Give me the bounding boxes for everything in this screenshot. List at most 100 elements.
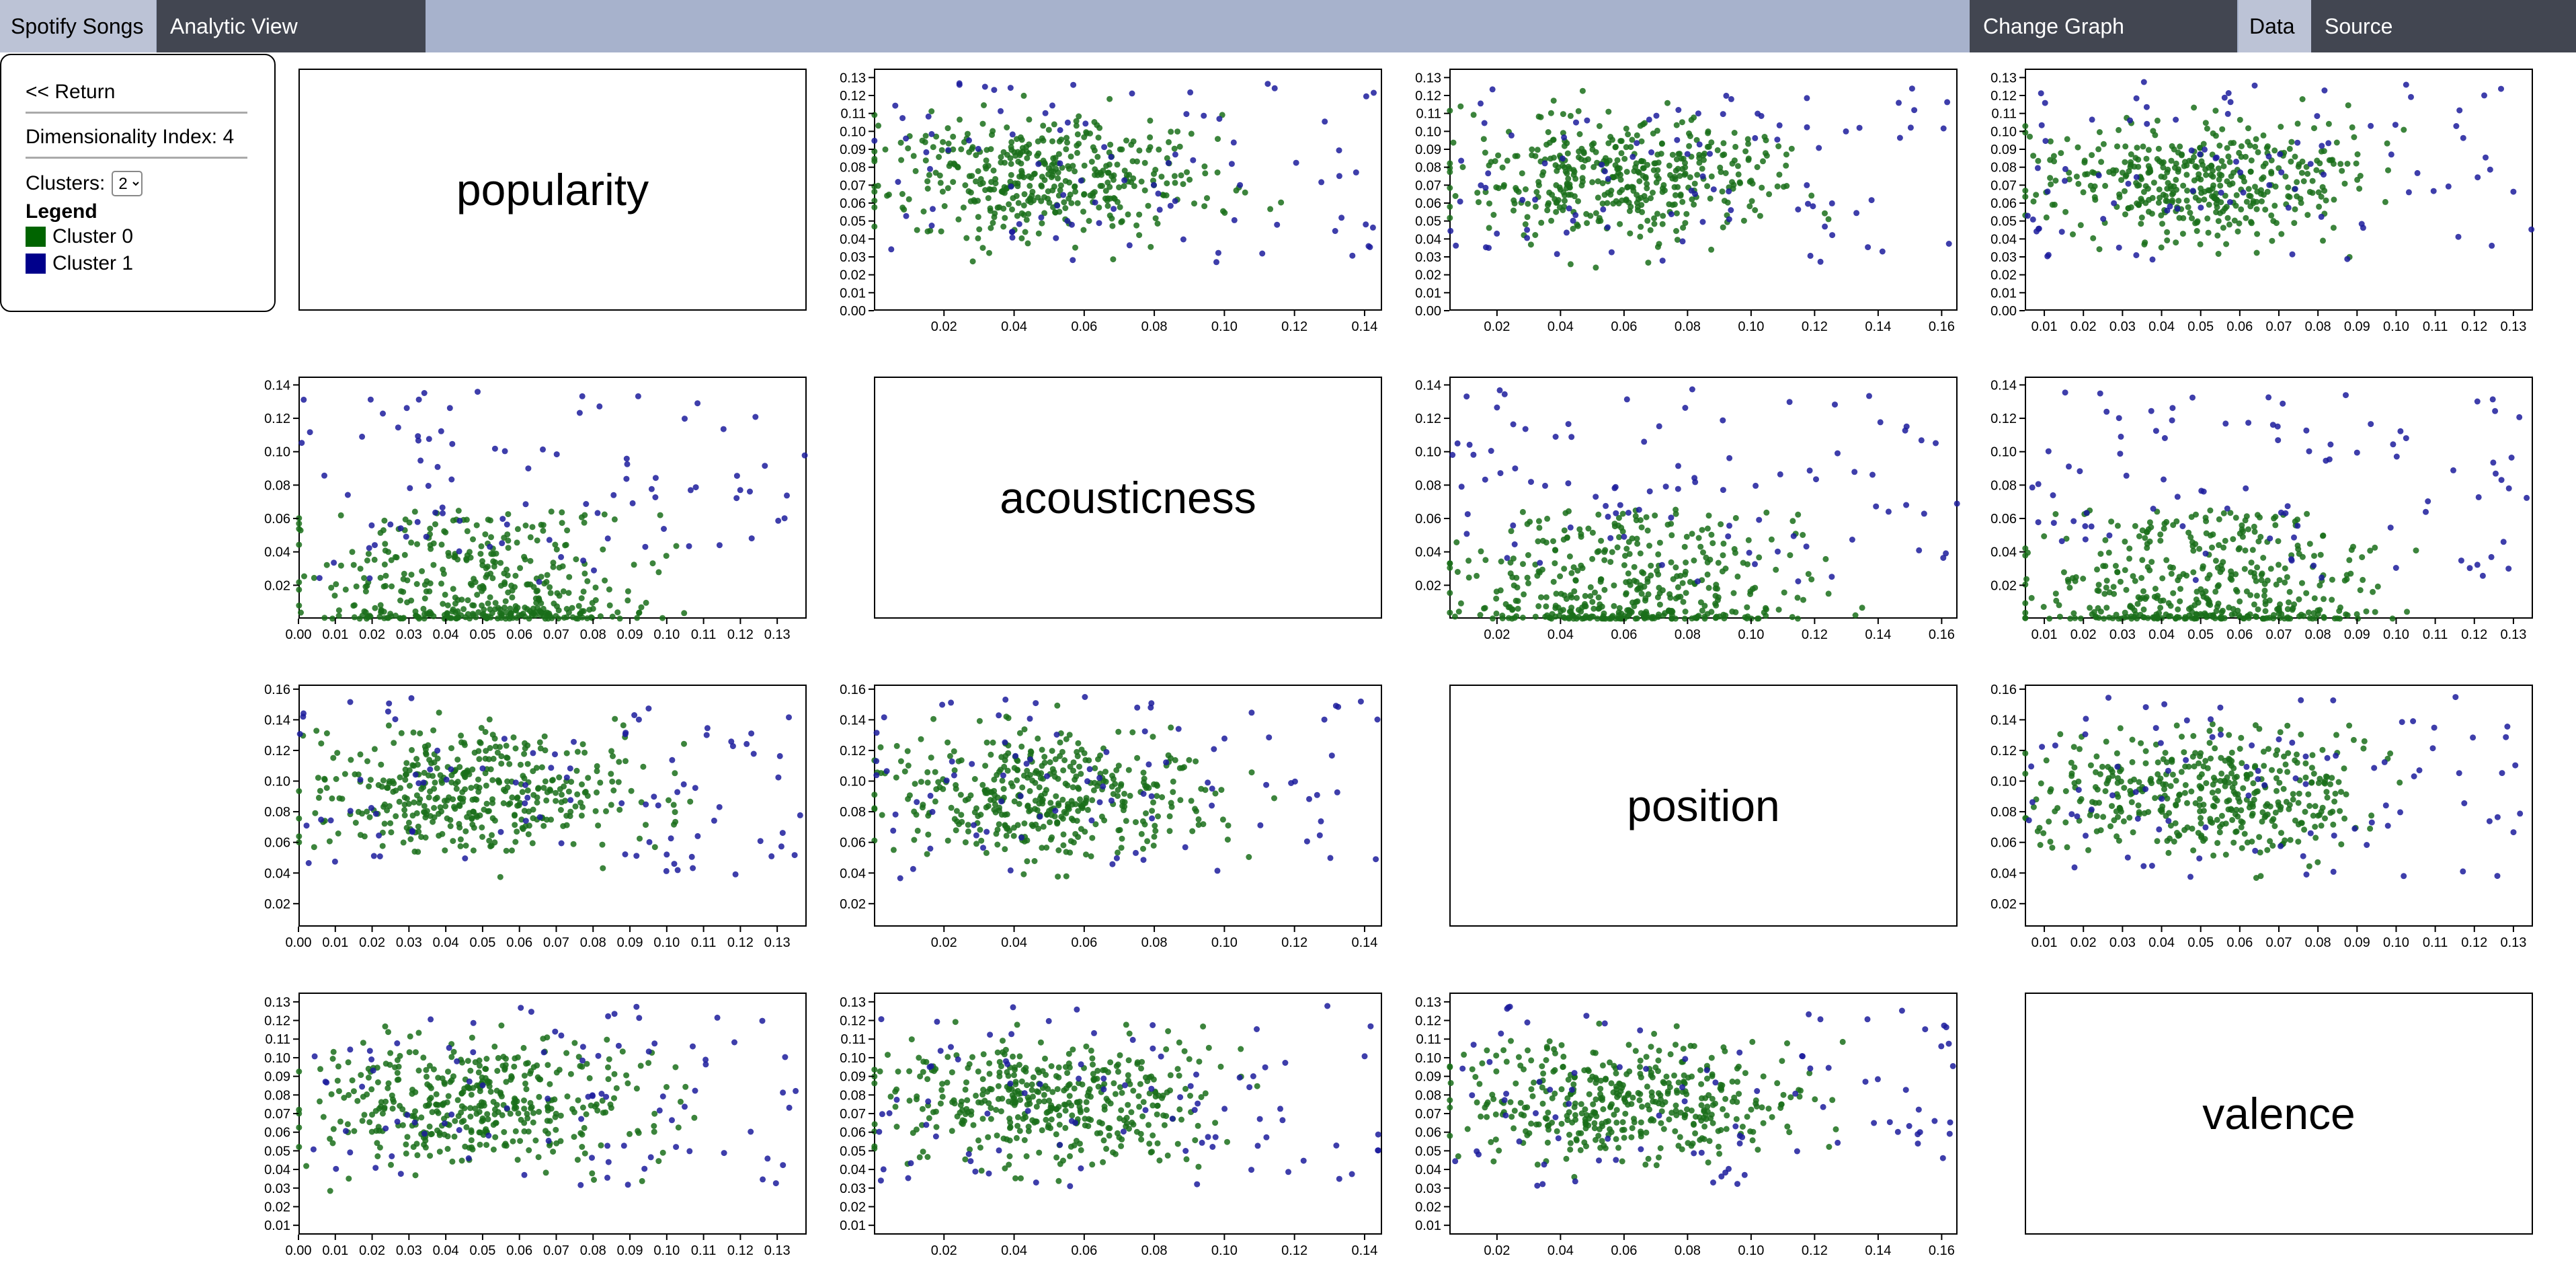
scatter-point — [1615, 522, 1621, 529]
scatter-point — [2022, 615, 2029, 621]
scatter-point — [1807, 252, 1814, 259]
return-link[interactable]: << Return — [26, 81, 247, 114]
scatter-point — [1536, 525, 1543, 531]
scatter-point — [2319, 746, 2326, 753]
scatter-point — [528, 612, 535, 619]
scatter-point — [1188, 798, 1195, 804]
scatter-point — [885, 191, 892, 198]
scatter-point — [467, 580, 474, 587]
scatter-point — [2029, 484, 2036, 491]
scatter-point — [1659, 221, 1666, 227]
scatter-plot-svg: 0.02 0.04 0.06 0.08 0.10 0.12 0.140.000.010.02… — [840, 69, 1382, 334]
scatter-point — [1478, 100, 1484, 107]
scatter-point — [729, 743, 736, 750]
scatter-point — [1532, 153, 1539, 159]
scatter-point — [2139, 557, 2146, 564]
tab-source[interactable]: Source — [2311, 0, 2576, 52]
scatter-point — [1564, 150, 1571, 157]
scatter-point — [536, 578, 542, 585]
scatter-point — [2140, 588, 2146, 594]
y-tick-label: 0.02 — [1415, 578, 1441, 593]
scatter-point — [1640, 570, 1647, 576]
scatter-point — [1918, 437, 1925, 444]
scatter-point — [1049, 834, 1055, 841]
scatter-point — [2037, 842, 2044, 848]
scatter-point — [1138, 830, 1145, 837]
scatter-point — [624, 461, 631, 467]
scatter-point — [643, 822, 649, 828]
scatter-point — [1447, 165, 1453, 171]
scatter-point — [509, 594, 516, 600]
scatter-point — [2281, 753, 2287, 760]
scatter-point — [1550, 538, 1556, 545]
scatter-point — [1050, 155, 1057, 161]
scatter-point — [1043, 845, 1050, 851]
scatter-point — [2355, 615, 2362, 622]
scatter-point — [1303, 838, 1310, 845]
scatter-point — [2278, 231, 2285, 237]
scatter-point — [2236, 220, 2243, 227]
scatter-point — [479, 588, 485, 594]
scatter-point — [1102, 769, 1109, 775]
scatter-point — [1677, 593, 1684, 600]
scatter-point — [1094, 153, 1101, 160]
scatter-point — [364, 613, 371, 619]
scatter-point — [1617, 171, 1623, 178]
x-tick-label: 0.06 — [1071, 319, 1097, 334]
scatter-point — [1763, 509, 1770, 516]
scatter-point — [2218, 812, 2225, 819]
scatter-plot-svg: 0.01 0.02 0.03 0.04 0.05 0.06 0.07 0.08 0.09 0.10… — [1990, 683, 2533, 950]
scatter-point — [1100, 783, 1106, 789]
scatter-point — [1447, 160, 1453, 167]
scatter-point — [914, 227, 920, 233]
scatter-point — [491, 445, 498, 452]
scatter-point — [2204, 765, 2211, 771]
scatter-point — [976, 718, 983, 724]
scatter-point — [2040, 830, 2047, 837]
scatter-point — [497, 874, 504, 880]
scatter-point — [1763, 606, 1769, 613]
scatter-point — [1730, 590, 1737, 596]
scatter-point — [991, 776, 998, 783]
x-tick-label: 0.04 — [2148, 319, 2175, 334]
scatter-point — [1593, 264, 1599, 271]
scatter-point — [648, 486, 655, 492]
scatter-point — [490, 755, 497, 762]
scatter-point — [1570, 217, 1576, 224]
scatter-point — [1756, 516, 1763, 523]
tab-data[interactable]: Data — [2239, 0, 2311, 52]
scatter-point — [1804, 124, 1810, 130]
scatter-point — [2218, 615, 2225, 622]
scatter-point — [2071, 764, 2078, 771]
scatter-point — [2341, 815, 2348, 822]
scatter-point — [424, 808, 430, 814]
scatter-point — [1726, 522, 1732, 529]
scatter-point — [1513, 574, 1520, 581]
clusters-select[interactable]: 2 — [112, 171, 143, 196]
scatter-point — [686, 543, 692, 549]
scatter-point — [1066, 732, 1073, 738]
scatter-point — [1636, 506, 1642, 513]
change-graph-button[interactable]: Change Graph — [1970, 0, 2237, 52]
scatter-point — [489, 832, 495, 839]
scatter-point — [1613, 510, 1619, 516]
scatter-point — [1193, 758, 1199, 765]
scatter-point — [1076, 141, 1082, 147]
scatter-point — [479, 824, 485, 830]
scatter-point — [1843, 128, 1849, 134]
brand-link[interactable]: Spotify Songs — [0, 0, 156, 52]
scatter-point — [2290, 791, 2296, 798]
y-tick-label: 0.02 — [264, 897, 290, 912]
scatter-point — [2269, 767, 2275, 773]
scatter-point — [1582, 603, 1589, 610]
analytic-view-link[interactable]: Analytic View — [157, 0, 426, 52]
scatter-point — [1565, 176, 1572, 182]
scatter-point — [1524, 520, 1531, 527]
scatter-point — [2243, 775, 2250, 782]
scatter-point — [1704, 143, 1711, 150]
scatter-point — [548, 765, 555, 771]
scatter-point — [2222, 420, 2229, 427]
scatter-point — [2288, 139, 2295, 145]
scatter-point — [1825, 216, 1832, 223]
scatter-point — [2077, 746, 2083, 752]
